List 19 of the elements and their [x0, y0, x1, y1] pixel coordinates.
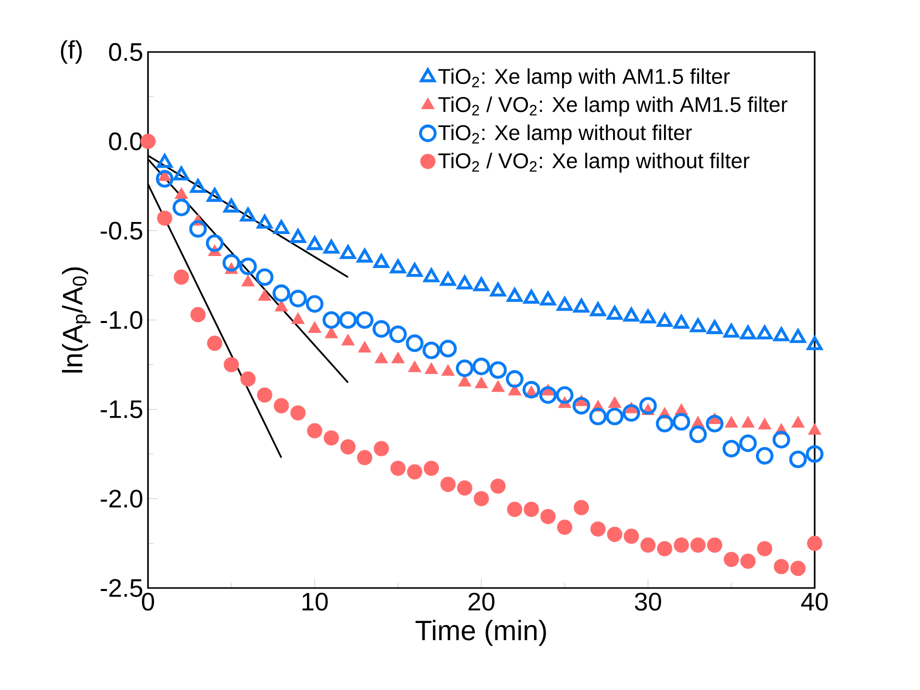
x-tick-label: 0 [142, 592, 154, 611]
x-tick-label: 20 [468, 592, 494, 611]
y-axis-title: ln(A$_{p}$/A$_{0}$) [62, 267, 90, 372]
y-tick-label: 0.5 [109, 43, 142, 61]
y-tick-label: -2.0 [100, 490, 142, 508]
x-tick-label: 40 [801, 592, 828, 611]
y-tick-label: -2.5 [100, 579, 142, 597]
x-tick-label: 10 [302, 592, 328, 611]
y-tick-label: -1.5 [100, 400, 142, 418]
x-tick-label: 30 [634, 592, 662, 611]
legend-label: TiO$_{2}$: Xe lamp with AM1.5 filter [438, 68, 730, 88]
legend-label: TiO$_{2}$ / VO$_{2}$: Xe lamp with AM1.5 filter [438, 96, 788, 116]
legend-label: TiO$_{2}$ / VO$_{2}$: Xe lamp without filter [438, 152, 750, 173]
y-tick-label: -1.0 [100, 311, 142, 329]
y-tick-label: 0.0 [109, 132, 142, 150]
y-tick-label: -0.5 [100, 222, 142, 240]
x-axis-title: Time (min) [416, 620, 546, 646]
text: (f) [60, 40, 82, 64]
legend-label: TiO$_{2}$: Xe lamp without filter [438, 124, 692, 144]
